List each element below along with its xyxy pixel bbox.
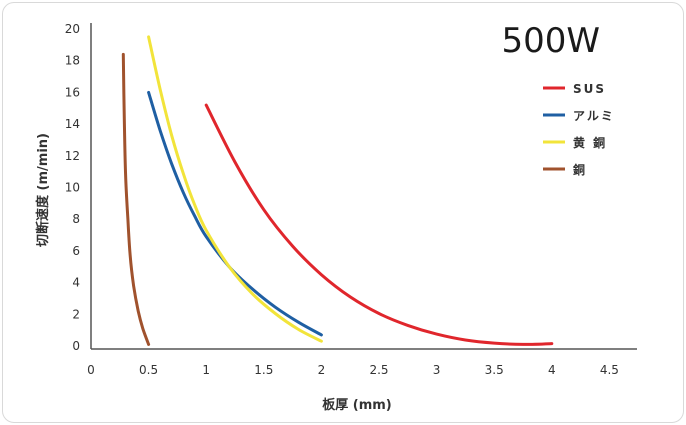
y-tick-label: 14 <box>65 117 80 131</box>
y-tick-label: 8 <box>72 212 80 226</box>
x-tick-label: 4.5 <box>600 363 619 377</box>
legend-label: SUS <box>573 82 606 96</box>
x-tick-label: 4 <box>548 363 556 377</box>
series-line-aluminum <box>147 90 323 337</box>
x-tick-label: 1 <box>202 363 210 377</box>
y-tick-label: 6 <box>72 244 80 258</box>
axes: 0 0.5 1 1.5 2 2.5 3 3.5 4 4.5 0 2 4 6 8 10 12 14 16 18 20 <box>65 22 637 377</box>
legend-item-brass: 黄 銅 <box>543 135 607 150</box>
legend-item-sus: SUS <box>543 82 606 96</box>
y-tick-label: 20 <box>65 22 80 36</box>
x-tick-label: 1.5 <box>254 363 273 377</box>
x-tick-label: 2 <box>318 363 326 377</box>
y-tick-label: 16 <box>65 85 80 99</box>
x-tick-label: 3 <box>433 363 441 377</box>
series-layer <box>121 35 554 346</box>
chart-title: 500W <box>501 21 600 61</box>
y-tick-label: 2 <box>72 307 80 321</box>
series-line-copper <box>121 52 151 346</box>
x-tick-label: 0 <box>87 363 95 377</box>
y-tick-label: 0 <box>72 339 80 353</box>
legend-item-aluminum: アルミ <box>543 109 615 123</box>
x-tick-label: 0.5 <box>139 363 158 377</box>
legend-label: 黄 銅 <box>573 135 607 150</box>
x-tick-label: 3.5 <box>485 363 504 377</box>
series-line-brass <box>147 35 323 343</box>
legend-item-copper: 銅 <box>543 162 587 177</box>
x-axis-title: 板厚 (mm) <box>322 397 392 413</box>
y-axis-title: 切断速度 (m/min) <box>35 133 51 247</box>
x-tick-label: 2.5 <box>369 363 388 377</box>
y-tick-label: 18 <box>65 54 80 68</box>
y-tick-label: 10 <box>65 181 80 195</box>
legend-label: アルミ <box>573 109 615 123</box>
y-tick-label: 4 <box>72 276 80 290</box>
legend-label: 銅 <box>572 162 587 177</box>
y-tick-label: 12 <box>65 149 80 163</box>
series-line-sus <box>204 103 554 346</box>
